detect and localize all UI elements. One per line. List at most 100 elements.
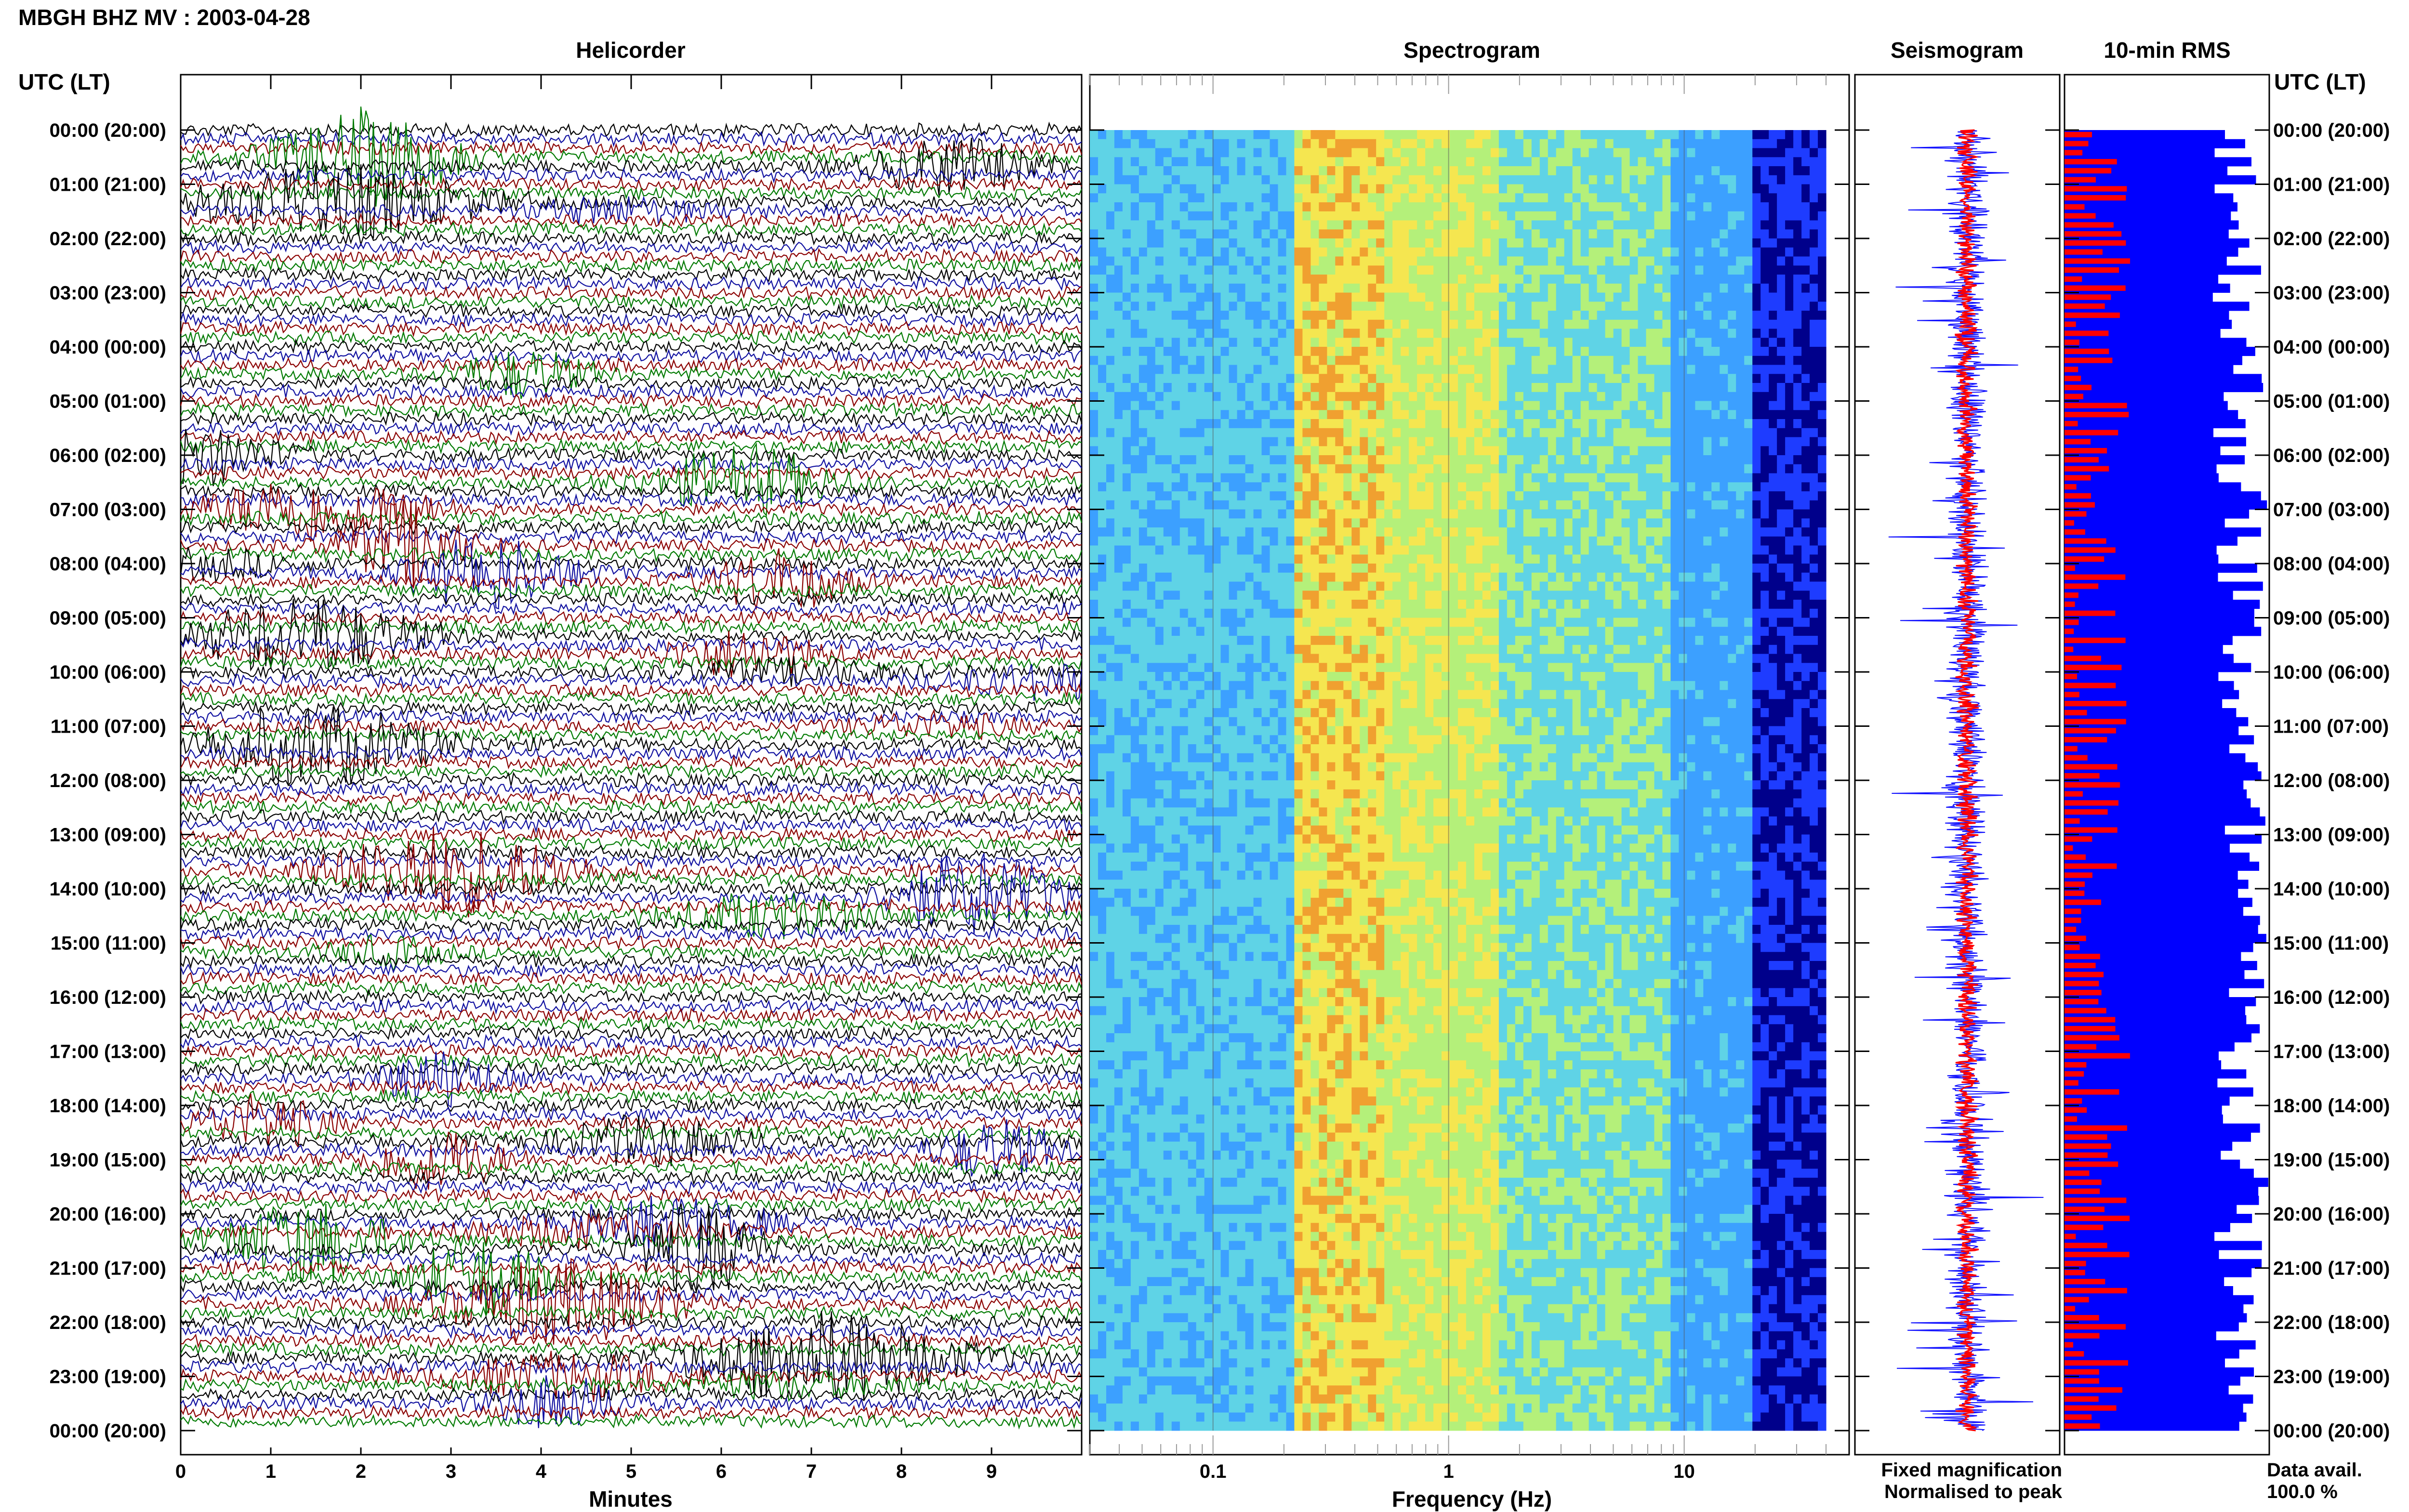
rms-bar-normalised bbox=[2065, 935, 2086, 941]
helicorder-trace bbox=[180, 484, 1082, 542]
rms-bar-normalised bbox=[2065, 1297, 2089, 1302]
helicorder-trace bbox=[180, 853, 1082, 870]
seismogram-fixed-trace bbox=[1888, 130, 2044, 1431]
rms-bar-normalised bbox=[2065, 1306, 2075, 1312]
helicorder-trace bbox=[180, 401, 1082, 419]
rms-bar-normalised bbox=[2065, 565, 2075, 571]
rms-bar-normalised bbox=[2065, 1405, 2117, 1411]
rms-bar-fixed bbox=[2065, 933, 2266, 943]
rms-bar-normalised bbox=[2065, 421, 2078, 427]
rms-bar-normalised bbox=[2065, 1360, 2128, 1366]
rms-bar-fixed bbox=[2065, 654, 2234, 663]
rms-bar-fixed bbox=[2065, 536, 2237, 546]
rms-bar-normalised bbox=[2065, 321, 2076, 327]
panel-title-helicorder: Helicorder bbox=[576, 38, 686, 63]
rms-bar-fixed bbox=[2065, 925, 2258, 934]
time-label-left: 19:00 (15:00) bbox=[50, 1150, 166, 1171]
rms-bar-normalised bbox=[2065, 592, 2078, 598]
rms-bar-normalised bbox=[2065, 141, 2089, 146]
helicorder-x-tick: 7 bbox=[806, 1461, 817, 1482]
rms-bar-fixed bbox=[2065, 961, 2257, 971]
time-label-right: 22:00 (18:00) bbox=[2273, 1312, 2390, 1333]
helicorder-trace bbox=[180, 636, 1082, 653]
time-label-right: 05:00 (01:00) bbox=[2273, 391, 2390, 412]
rms-bar-fixed bbox=[2065, 527, 2261, 537]
helicorder-trace bbox=[180, 1124, 1082, 1142]
rms-bar-fixed bbox=[2065, 807, 2260, 817]
rms-bar-normalised bbox=[2065, 1324, 2126, 1330]
helicorder-trace bbox=[180, 1206, 1082, 1223]
helicorder-trace bbox=[180, 663, 1083, 701]
rms-bar-fixed bbox=[2065, 419, 2246, 429]
rms-bar-normalised bbox=[2065, 1170, 2090, 1176]
helicorder-trace bbox=[180, 1079, 1082, 1096]
rms-bar-fixed bbox=[2065, 952, 2241, 961]
time-label-left: 16:00 (12:00) bbox=[50, 987, 166, 1008]
rms-bar-normalised bbox=[2065, 276, 2082, 282]
helicorder-trace bbox=[180, 546, 1083, 564]
rms-bar-normalised bbox=[2065, 809, 2108, 815]
rms-bar-normalised bbox=[2065, 701, 2127, 707]
spectrogram-x-label: Frequency (Hz) bbox=[1392, 1486, 1552, 1512]
rms-bar-normalised bbox=[2065, 1423, 2100, 1429]
rms-bar-normalised bbox=[2065, 466, 2109, 472]
rms-bar-fixed bbox=[2065, 1078, 2218, 1088]
time-label-left: 18:00 (14:00) bbox=[50, 1095, 166, 1117]
helicorder-x-ticks: 0 1 2 3 4 5 6 7 8 9 bbox=[175, 1461, 997, 1482]
rms-bar-normalised bbox=[2065, 367, 2078, 372]
helicorder-trace bbox=[180, 753, 1082, 770]
helicorder-trace bbox=[180, 1015, 1082, 1032]
rms-bar-normalised bbox=[2065, 348, 2109, 355]
rms-bar-normalised bbox=[2065, 1188, 2100, 1194]
rms-bar-fixed bbox=[2065, 509, 2250, 519]
helicorder-trace bbox=[180, 835, 1082, 853]
helicorder-trace bbox=[180, 1131, 1082, 1190]
rms-bar-normalised bbox=[2065, 520, 2074, 526]
helicorder-trace bbox=[180, 1250, 1082, 1268]
helicorder-trace bbox=[180, 582, 1082, 600]
rms-bar-normalised bbox=[2065, 168, 2112, 174]
rms-bar-normalised bbox=[2065, 1053, 2130, 1059]
helicorder-trace bbox=[180, 356, 1082, 374]
rms-bar-normalised bbox=[2065, 1288, 2127, 1294]
helicorder-trace bbox=[180, 654, 1083, 671]
time-label-left: 10:00 (06:00) bbox=[50, 662, 166, 683]
panel-title-rms: 10-min RMS bbox=[2104, 38, 2230, 63]
rms-bar-fixed bbox=[2065, 392, 2224, 401]
rms-bar-normalised bbox=[2065, 204, 2085, 210]
rms-bar-normalised bbox=[2065, 1215, 2130, 1222]
rms-bar-normalised bbox=[2065, 159, 2117, 165]
rms-bar-fixed bbox=[2065, 1232, 2215, 1241]
rms-bar-normalised bbox=[2065, 583, 2099, 589]
rms-bar-fixed bbox=[2065, 1223, 2230, 1232]
helicorder-trace bbox=[180, 547, 1083, 584]
rms-bar-normalised bbox=[2065, 990, 2102, 996]
rms-bar-fixed bbox=[2065, 618, 2254, 627]
time-label-left: 07:00 (03:00) bbox=[50, 500, 166, 521]
rms-bar-fixed bbox=[2065, 1169, 2254, 1178]
rms-bar-normalised bbox=[2065, 294, 2111, 300]
time-label-right: 01:00 (21:00) bbox=[2273, 174, 2390, 196]
rms-bar-fixed bbox=[2065, 870, 2238, 880]
helicorder-trace bbox=[180, 121, 1082, 139]
rms-bar-fixed bbox=[2065, 148, 2215, 158]
helicorder-trace bbox=[180, 429, 1082, 486]
rms-bar-fixed bbox=[2065, 455, 2245, 465]
rms-bar-fixed bbox=[2065, 708, 2237, 718]
rms-bar-normalised bbox=[2065, 340, 2079, 345]
time-label-left: 05:00 (01:00) bbox=[50, 391, 166, 412]
rms-bar-normalised bbox=[2065, 1071, 2084, 1077]
helicorder-trace bbox=[180, 630, 1082, 678]
helicorder-trace bbox=[180, 167, 1082, 184]
rms-bar-normalised bbox=[2065, 1396, 2099, 1402]
helicorder-trace bbox=[180, 257, 1083, 274]
rms-bar-normalised bbox=[2065, 1333, 2100, 1339]
rms-bar-normalised bbox=[2065, 285, 2126, 291]
helicorder-x-tick: 9 bbox=[986, 1461, 997, 1482]
rms-bar-fixed bbox=[2065, 970, 2245, 979]
helicorder-trace bbox=[180, 935, 1082, 952]
helicorder-trace bbox=[180, 437, 1082, 455]
rms-bar-fixed bbox=[2065, 1367, 2254, 1377]
helicorder-trace bbox=[180, 131, 1082, 147]
helicorder-trace bbox=[180, 1052, 1082, 1069]
